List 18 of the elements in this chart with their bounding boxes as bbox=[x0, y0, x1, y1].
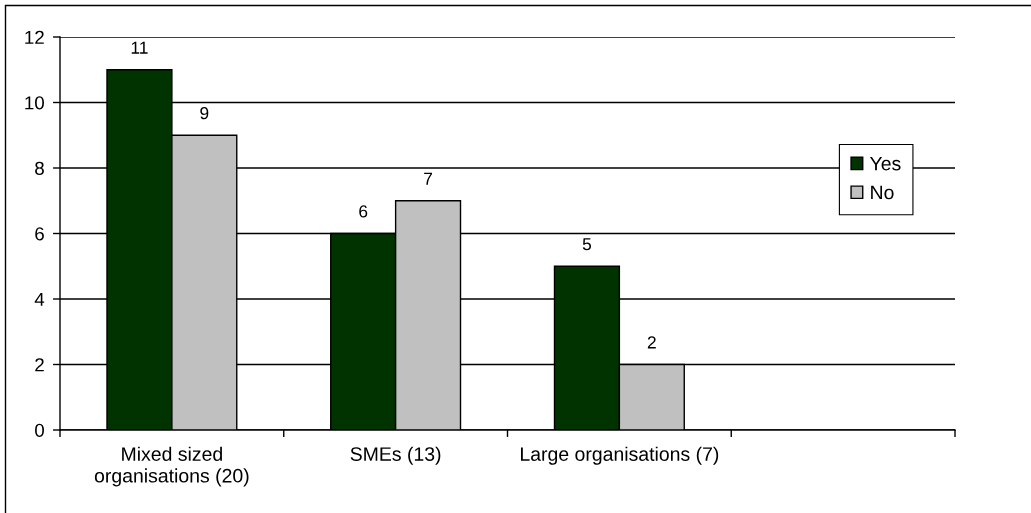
x-tick-label: SMEs (13) bbox=[350, 446, 441, 465]
y-tick-label: 4 bbox=[34, 292, 45, 306]
data-label: 11 bbox=[131, 41, 148, 54]
y-tick-label: 2 bbox=[35, 358, 44, 372]
legend-label: Yes bbox=[869, 156, 901, 171]
data-label: 6 bbox=[359, 205, 368, 218]
y-tick-label: 10 bbox=[25, 96, 44, 110]
legend-label: No bbox=[871, 185, 894, 200]
x-tick-label: Mixed sized organisations (20) bbox=[94, 446, 249, 487]
x-tick-label: Large organisations (7) bbox=[521, 446, 719, 465]
data-label: 2 bbox=[647, 336, 656, 349]
y-tick-label: 8 bbox=[35, 161, 44, 175]
data-label: 9 bbox=[200, 107, 209, 120]
y-tick-label: 12 bbox=[25, 30, 44, 44]
data-label: 5 bbox=[582, 238, 592, 251]
data-label: 7 bbox=[424, 172, 433, 185]
y-tick-label: 6 bbox=[35, 227, 44, 241]
y-tick-label: 0 bbox=[35, 423, 44, 437]
